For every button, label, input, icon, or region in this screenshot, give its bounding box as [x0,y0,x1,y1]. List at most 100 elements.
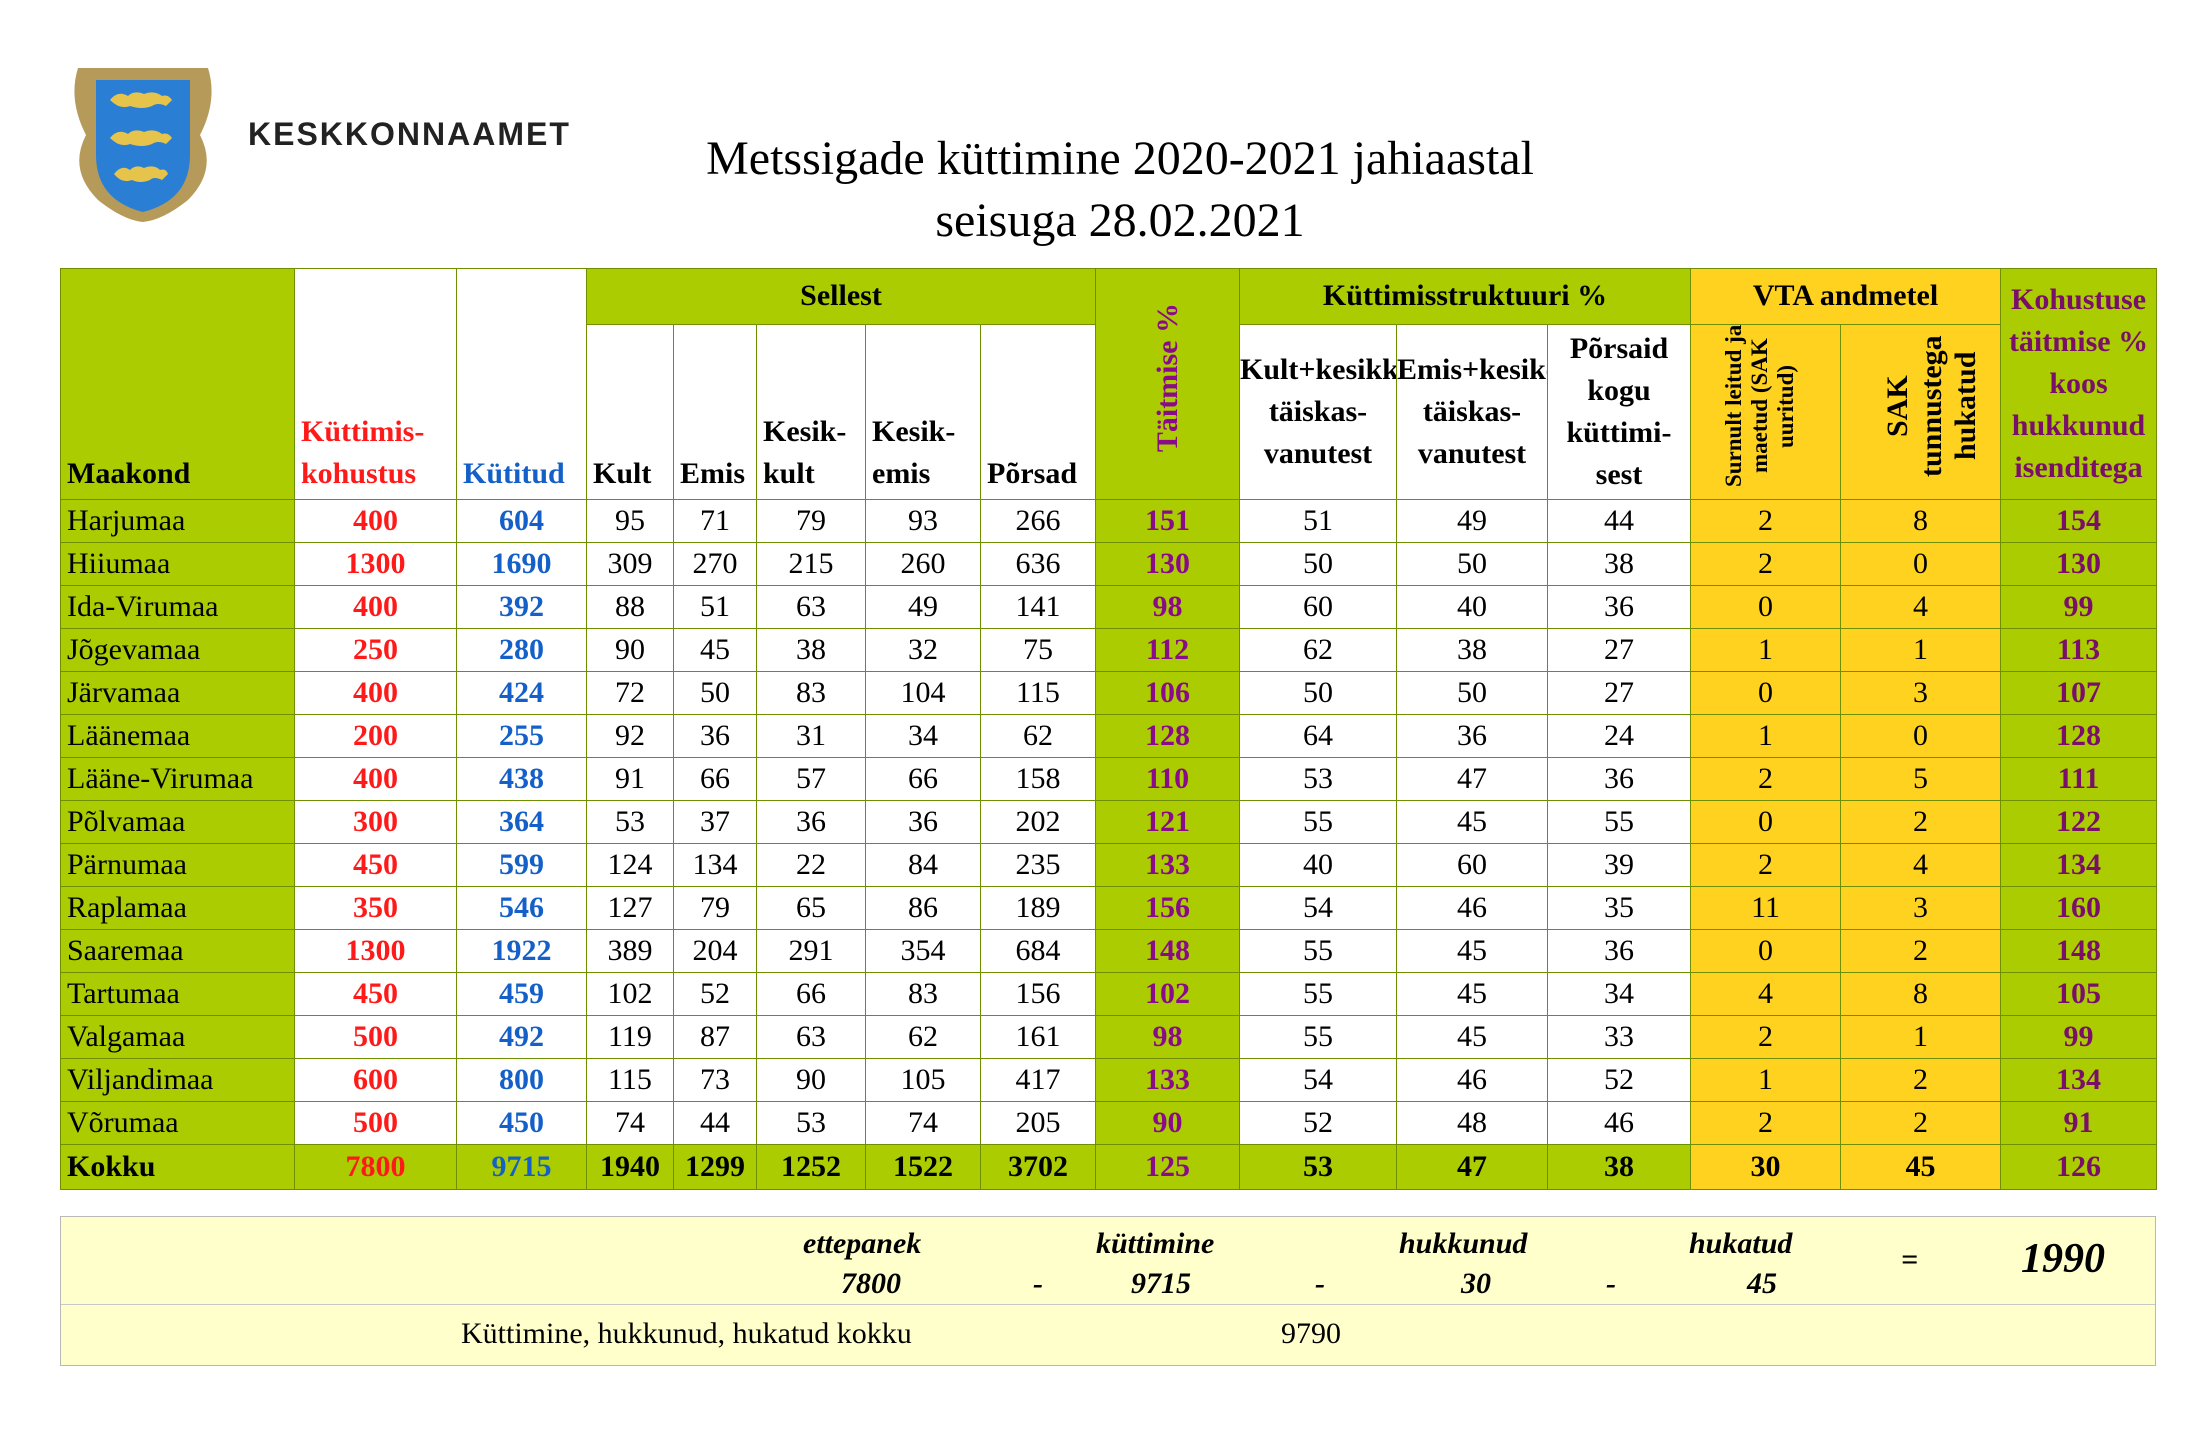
col-header-kesikkult: Kesik-kult [756,323,866,501]
col-header-porsad: Põrsad [980,323,1096,501]
cell-kutitud: 800 [456,1058,587,1102]
cell-kesikemis: 260 [865,542,981,586]
cell-kohustus: 450 [294,972,457,1016]
table-row: Võrumaa 500 450 74 44 53 74 205 90 52 48 46 2 2 91 [60,1101,2158,1145]
table-row: Tartumaa 450 459 102 52 66 83 156 102 55 45 34 4 8 105 [60,972,2158,1016]
cell-emis: 36 [673,714,757,758]
cell-taitmise: 112 [1095,628,1240,672]
cell-maakond: Järvamaa [60,671,295,715]
cell-porsad: 189 [980,886,1096,930]
table-row: Viljandimaa 600 800 115 73 90 105 417 133 54 46 52 1… [60,1058,2158,1102]
cell-kesikkult: 53 [756,1101,866,1145]
table-row: Raplamaa 350 546 127 79 65 86 189 156 54 46 35 11 3 16… [60,886,2158,930]
cell-kutitud: 9715 [456,1144,587,1190]
cell-kult: 119 [586,1015,674,1059]
cell-taitmise: 130 [1095,542,1240,586]
cell-kult: 127 [586,886,674,930]
cell-surnult: 2 [1690,542,1842,586]
cell-taitmise: 128 [1095,714,1240,758]
cell-kesikemis: 66 [865,757,981,801]
cell-kult: 95 [586,499,674,543]
cell-taitmise: 125 [1095,1144,1240,1190]
cell-kult: 115 [586,1058,674,1102]
cell-taitmise: 110 [1095,757,1240,801]
cell-kesikkult: 215 [756,542,866,586]
cell-emiskes: 45 [1396,800,1548,844]
value-kuttimine: 9715 [1131,1267,1191,1300]
cell-kohustuse: 107 [2000,671,2158,715]
cell-kohustus: 1300 [294,542,457,586]
table-row: Hiiumaa 1300 1690 309 270 215 260 636 130 50 50 38 2… [60,542,2158,586]
col-header-kutitud: Kütitud [456,268,587,500]
cell-kult: 91 [586,757,674,801]
cell-kesikkult: 31 [756,714,866,758]
cell-kesikkult: 90 [756,1058,866,1102]
cell-porsad: 161 [980,1015,1096,1059]
cell-kesikkult: 79 [756,499,866,543]
cell-kesikkult: 22 [756,843,866,887]
table-row: Saaremaa 1300 1922 389 204 291 354 684 148 55 45 36… [60,929,2158,973]
cell-kesikkult: 83 [756,671,866,715]
cell-kesikemis: 83 [865,972,981,1016]
cell-porsaid: 33 [1546,1015,1692,1059]
cell-sak: 2 [1840,1058,2002,1102]
cell-porsad: 417 [980,1058,1096,1102]
cell-taitmise: 133 [1095,843,1240,887]
label-ettepanek: ettepanek [803,1227,922,1260]
total-value: 9790 [1281,1317,1341,1350]
page-title: Metssigade küttimine 2020-2021 jahiaasta… [706,132,1534,185]
cell-sak: 2 [1840,929,2002,973]
cell-porsaid: 44 [1546,499,1692,543]
cell-porsad: 115 [980,671,1096,715]
cell-surnult: 4 [1690,972,1842,1016]
cell-kultkesi: 55 [1239,800,1397,844]
cell-kohustus: 600 [294,1058,457,1102]
cell-kultkesi: 64 [1239,714,1397,758]
cell-kult: 72 [586,671,674,715]
cell-maakond: Raplamaa [60,886,295,930]
cell-porsaid: 27 [1546,628,1692,672]
cell-kohustuse: 154 [2000,499,2158,543]
col-header-kohustuse: Kohustuse täitmise % koos hukkunud isend… [2000,268,2158,500]
cell-sak: 4 [1840,843,2002,887]
cell-surnult: 0 [1690,585,1842,629]
cell-sak: 8 [1840,499,2002,543]
cell-kutitud: 280 [456,628,587,672]
cell-maakond: Valgamaa [60,1015,295,1059]
cell-sak: 1 [1840,1015,2002,1059]
cell-porsaid: 46 [1546,1101,1692,1145]
cell-emiskes: 45 [1396,1015,1548,1059]
cell-surnult: 1 [1690,1058,1842,1102]
cell-kutitud: 450 [456,1101,587,1145]
cell-kohustuse: 128 [2000,714,2158,758]
cell-porsaid: 35 [1546,886,1692,930]
cell-kutitud: 546 [456,886,587,930]
cell-porsad: 202 [980,800,1096,844]
cell-kultkesi: 55 [1239,1015,1397,1059]
cell-porsaid: 36 [1546,585,1692,629]
cell-emis: 71 [673,499,757,543]
cell-kohustuse: 148 [2000,929,2158,973]
cell-kohustus: 300 [294,800,457,844]
cell-emiskes: 47 [1396,1144,1548,1190]
cell-kesikemis: 93 [865,499,981,543]
cell-surnult: 2 [1690,1101,1842,1145]
hunting-table: Maakond Küttimis-kohustus Kütitud Selles… [60,268,2158,1190]
cell-maakond: Läänemaa [60,714,295,758]
minus-sign-1: - [1033,1267,1043,1300]
cell-kult: 74 [586,1101,674,1145]
cell-kohustus: 1300 [294,929,457,973]
table-row: Harjumaa 400 604 95 71 79 93 266 151 51 49 44 2 8 154 [60,499,2158,543]
cell-kultkesi: 54 [1239,1058,1397,1102]
cell-kutitud: 459 [456,972,587,1016]
cell-surnult: 2 [1690,757,1842,801]
col-header-porsaid: Põrsaid kogu küttimi-sest [1546,323,1692,501]
cell-maakond: Ida-Virumaa [60,585,295,629]
cell-sak: 45 [1840,1144,2002,1190]
cell-kultkesi: 40 [1239,843,1397,887]
cell-sak: 5 [1840,757,2002,801]
cell-surnult: 1 [1690,714,1842,758]
cell-porsad: 62 [980,714,1096,758]
cell-kesikemis: 36 [865,800,981,844]
cell-surnult: 0 [1690,929,1842,973]
